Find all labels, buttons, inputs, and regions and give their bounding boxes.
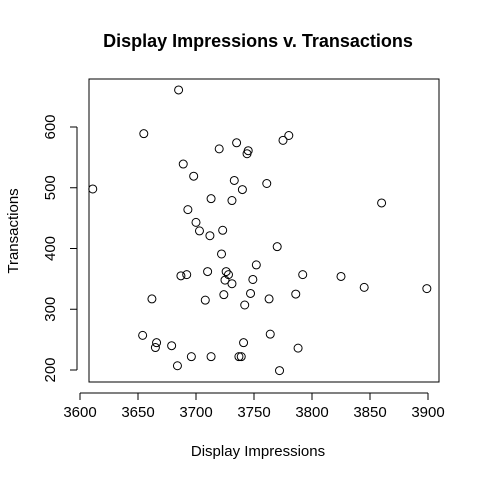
x-axis-label: Display Impressions (191, 443, 325, 460)
x-tick-label: 3600 (63, 404, 96, 421)
y-tick-label: 500 (42, 175, 59, 200)
data-point (248, 274, 258, 284)
data-point (150, 343, 160, 353)
data-point (227, 279, 237, 289)
data-point (240, 300, 250, 310)
data-point (262, 178, 272, 188)
data-point (203, 267, 213, 277)
data-point (336, 271, 346, 281)
x-tick-label: 3900 (411, 404, 444, 421)
data-point (236, 352, 246, 362)
data-point (223, 270, 233, 280)
x-tick-label: 3850 (353, 404, 386, 421)
data-points (88, 85, 432, 376)
data-point (227, 196, 237, 206)
data-point (246, 288, 256, 298)
data-point (200, 295, 210, 305)
y-tick-label: 400 (42, 236, 59, 261)
data-point (176, 271, 186, 281)
data-point (206, 352, 216, 362)
data-point (377, 198, 387, 208)
data-point (88, 184, 98, 194)
x-tick-label: 3700 (179, 404, 212, 421)
data-point (217, 249, 227, 259)
y-tick-label: 200 (42, 357, 59, 382)
data-point (229, 175, 239, 185)
data-point (214, 144, 224, 154)
data-point (293, 343, 303, 353)
data-point (237, 185, 247, 195)
data-point (422, 284, 432, 294)
data-point (275, 366, 285, 376)
data-point (206, 194, 216, 204)
y-tick-label: 600 (42, 114, 59, 139)
data-point (167, 341, 177, 351)
data-point (232, 138, 242, 148)
x-tick-label: 3750 (237, 404, 270, 421)
data-point (182, 270, 192, 280)
data-point (264, 294, 274, 304)
data-point (278, 135, 288, 145)
plot-frame (88, 78, 440, 383)
data-point (251, 260, 261, 270)
data-point (178, 159, 188, 169)
data-point (284, 131, 294, 141)
data-point (239, 338, 249, 348)
x-tick-label: 3650 (121, 404, 154, 421)
data-point (186, 352, 196, 362)
data-point (359, 282, 369, 292)
data-point (218, 225, 228, 235)
data-point (172, 361, 182, 371)
data-point (243, 146, 253, 156)
data-point (139, 129, 149, 139)
x-axis: 3600 3650 3700 3750 3800 3850 3900 (63, 392, 445, 421)
data-point (147, 294, 157, 304)
data-point (138, 330, 148, 340)
data-point (152, 338, 162, 348)
data-point (189, 171, 199, 181)
data-point (234, 352, 244, 362)
y-axis: 200 300 400 500 600 (42, 114, 78, 383)
data-point (183, 205, 193, 215)
data-point (265, 329, 275, 339)
data-point (205, 231, 215, 241)
data-point (272, 242, 282, 252)
data-point (298, 270, 308, 280)
data-point (219, 290, 229, 300)
data-point (194, 226, 204, 236)
chart-title: Display Impressions v. Transactions (103, 31, 413, 51)
data-point (191, 217, 201, 227)
y-axis-label: Transactions (5, 188, 22, 273)
data-point (221, 267, 231, 277)
data-point (174, 85, 184, 95)
x-tick-label: 3800 (295, 404, 328, 421)
y-tick-label: 300 (42, 297, 59, 322)
data-point (291, 289, 301, 299)
